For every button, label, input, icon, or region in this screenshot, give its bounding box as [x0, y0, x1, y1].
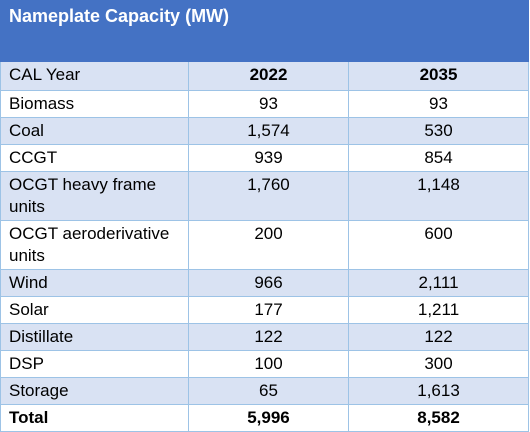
row-value-2035: 2,111 — [347, 269, 530, 297]
row-label: Distillate — [0, 323, 189, 351]
table-row: Biomass 93 93 — [0, 90, 530, 118]
row-value-2022: 177 — [188, 296, 349, 324]
table-row: Wind 966 2,111 — [0, 269, 530, 297]
row-value-2022: 122 — [188, 323, 349, 351]
row-value-2022: 1,760 — [188, 171, 349, 221]
row-value-2022: 939 — [188, 144, 349, 172]
row-value-2035: 530 — [347, 117, 530, 145]
header-row: CAL Year 2022 2035 — [0, 61, 530, 91]
table-title: Nameplate Capacity (MW) — [0, 0, 530, 62]
table-row: DSP 100 300 — [0, 350, 530, 378]
row-value-2035: 1,613 — [347, 377, 530, 405]
row-value-2035: 122 — [347, 323, 530, 351]
table-row: Storage 65 1,613 — [0, 377, 530, 405]
total-value-2022: 5,996 — [188, 404, 349, 432]
row-value-2022: 65 — [188, 377, 349, 405]
title-row: Nameplate Capacity (MW) — [0, 0, 530, 62]
row-label: Wind — [0, 269, 189, 297]
row-value-2035: 1,211 — [347, 296, 530, 324]
row-value-2022: 93 — [188, 90, 349, 118]
header-label: CAL Year — [0, 61, 189, 91]
row-label: OCGT aeroderivative units — [0, 220, 189, 270]
total-value-2035: 8,582 — [347, 404, 530, 432]
table-row: Coal 1,574 530 — [0, 117, 530, 145]
row-label: OCGT heavy frame units — [0, 171, 189, 221]
table-row: CCGT 939 854 — [0, 144, 530, 172]
row-value-2035: 93 — [347, 90, 530, 118]
row-label: DSP — [0, 350, 189, 378]
table-row: Solar 177 1,211 — [0, 296, 530, 324]
total-row: Total 5,996 8,582 — [0, 404, 530, 432]
row-label: Storage — [0, 377, 189, 405]
row-value-2022: 1,574 — [188, 117, 349, 145]
row-label: Coal — [0, 117, 189, 145]
row-label: Biomass — [0, 90, 189, 118]
row-value-2035: 1,148 — [347, 171, 530, 221]
row-value-2022: 100 — [188, 350, 349, 378]
header-year-2035: 2035 — [347, 61, 530, 91]
table-row: OCGT aeroderivative units 200 600 — [0, 220, 530, 270]
row-label: Solar — [0, 296, 189, 324]
table-row: OCGT heavy frame units 1,760 1,148 — [0, 171, 530, 221]
table-row: Distillate 122 122 — [0, 323, 530, 351]
total-label: Total — [0, 404, 189, 432]
row-value-2035: 600 — [347, 220, 530, 270]
row-value-2022: 966 — [188, 269, 349, 297]
row-value-2035: 300 — [347, 350, 530, 378]
header-year-2022: 2022 — [188, 61, 349, 91]
row-value-2022: 200 — [188, 220, 349, 270]
row-label: CCGT — [0, 144, 189, 172]
row-value-2035: 854 — [347, 144, 530, 172]
